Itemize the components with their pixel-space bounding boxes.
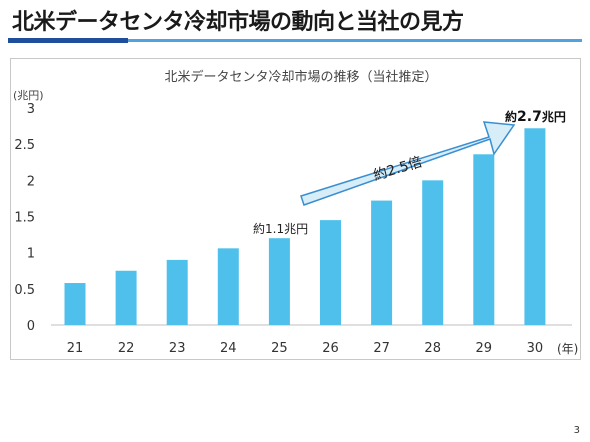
x-tick-label: 30 bbox=[527, 341, 544, 356]
annotation-2030-prefix: 約 bbox=[505, 109, 517, 124]
x-axis-unit-label: (年) bbox=[557, 342, 578, 356]
y-tick-label: 0.5 bbox=[14, 283, 35, 298]
chart: 北米データセンタ冷却市場の推移（当社推定） (兆円) 0 0.5 1 1.5 2 2.5 3… bbox=[13, 69, 578, 356]
chart-title: 北米データセンタ冷却市場の推移（当社推定） bbox=[164, 69, 437, 85]
bar-27 bbox=[371, 200, 393, 325]
x-tick-label: 28 bbox=[424, 341, 441, 356]
y-tick-label: 1 bbox=[27, 247, 35, 262]
x-tick-label: 29 bbox=[476, 341, 493, 356]
growth-arrow-label: 約2.5倍 bbox=[371, 154, 424, 184]
x-tick-label: 27 bbox=[373, 341, 390, 356]
bar-22 bbox=[115, 270, 137, 325]
y-tick-label: 0 bbox=[27, 319, 35, 334]
y-axis-ticks: 0 0.5 1 1.5 2 2.5 3 bbox=[14, 102, 35, 334]
x-tick-label: 22 bbox=[118, 341, 135, 356]
y-axis-unit-label: (兆円) bbox=[13, 89, 44, 102]
x-tick-label: 26 bbox=[322, 341, 339, 356]
bar-25 bbox=[268, 238, 290, 325]
title-underline-light bbox=[128, 39, 582, 42]
chart-frame: 北米データセンタ冷却市場の推移（当社推定） (兆円) 0 0.5 1 1.5 2 2.5 3… bbox=[10, 58, 581, 360]
y-tick-label: 2.5 bbox=[14, 138, 35, 153]
x-tick-label: 21 bbox=[67, 341, 84, 356]
bar-30 bbox=[524, 128, 546, 325]
bar-26 bbox=[320, 220, 341, 325]
x-tick-label: 25 bbox=[271, 341, 288, 356]
annotation-2030-unit: 兆円 bbox=[542, 109, 566, 124]
page-number: 3 bbox=[573, 425, 580, 436]
y-tick-label: 1.5 bbox=[14, 211, 35, 226]
x-axis-ticks: 21 22 23 24 25 26 27 28 29 30 bbox=[67, 341, 543, 356]
annotation-2025: 約1.1兆円 bbox=[253, 221, 308, 236]
title-underline-dark bbox=[8, 38, 128, 43]
bar-29 bbox=[473, 154, 495, 325]
y-tick-label: 2 bbox=[27, 174, 35, 189]
bar-21 bbox=[64, 283, 86, 325]
bar-28 bbox=[422, 180, 444, 325]
title-underline bbox=[8, 38, 582, 43]
x-tick-label: 23 bbox=[169, 341, 186, 356]
y-tick-label: 3 bbox=[27, 102, 35, 117]
annotation-2030-value: 2.7 bbox=[517, 109, 542, 125]
bars-group bbox=[64, 128, 546, 325]
growth-arrow-shape bbox=[300, 121, 516, 206]
x-tick-label: 24 bbox=[220, 341, 237, 356]
annotation-2030: 約2.7兆円 bbox=[505, 109, 566, 125]
bar-24 bbox=[217, 248, 239, 325]
bar-23 bbox=[166, 259, 188, 325]
page-title: 北米データセンタ冷却市場の動向と当社の見方 bbox=[12, 10, 464, 35]
